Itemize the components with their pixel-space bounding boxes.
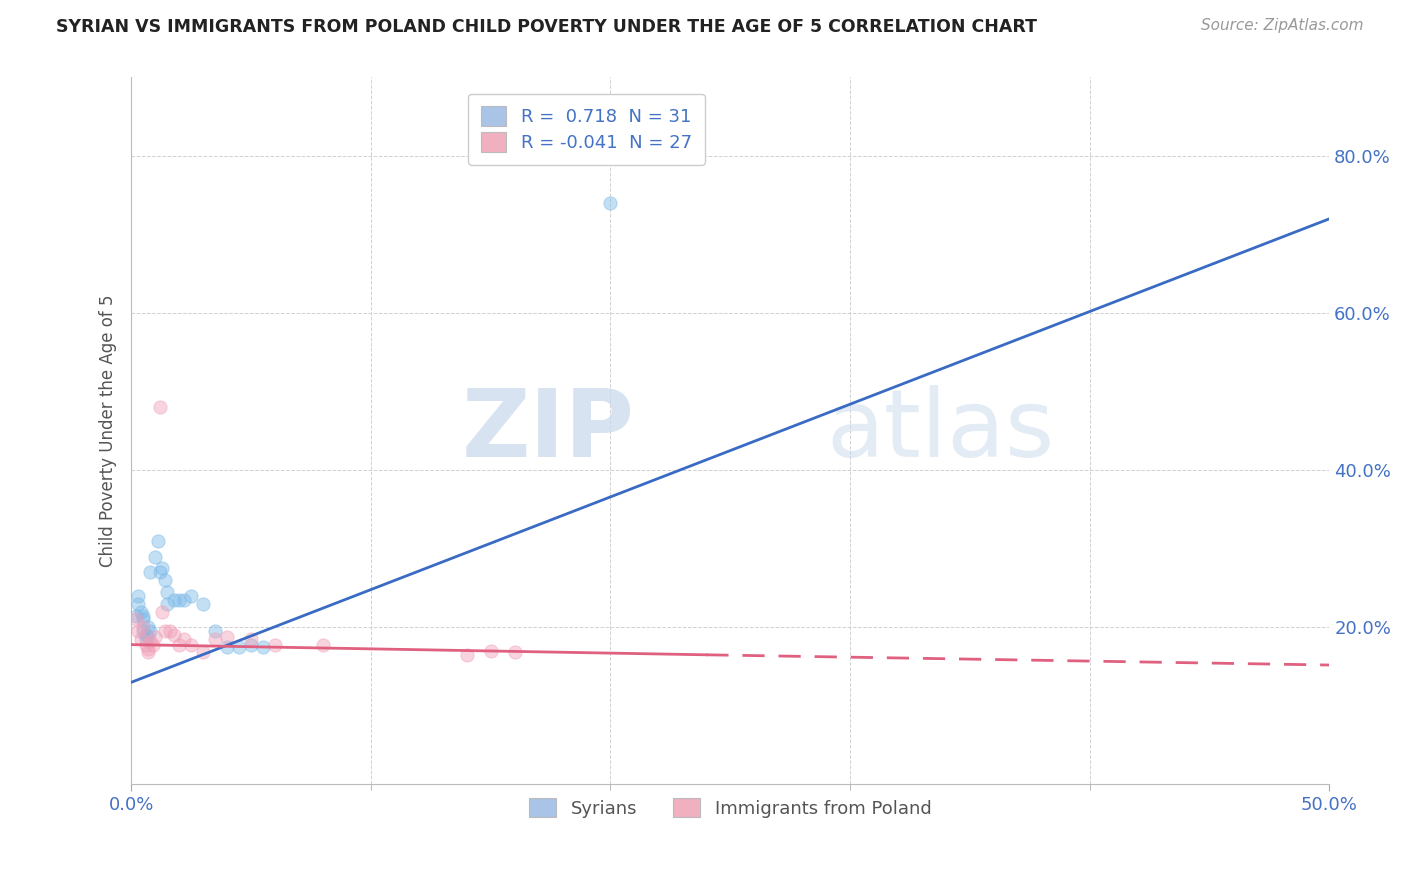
- Point: [163, 628, 186, 642]
- Point: [149, 401, 172, 415]
- Y-axis label: Child Poverty Under the Age of 5: Child Poverty Under the Age of 5: [100, 294, 117, 567]
- Point: [142, 638, 165, 652]
- Point: [240, 638, 263, 652]
- Text: Source: ZipAtlas.com: Source: ZipAtlas.com: [1201, 18, 1364, 33]
- Point: [228, 640, 250, 654]
- Point: [135, 632, 157, 646]
- Text: ZIP: ZIP: [461, 385, 634, 477]
- Point: [129, 632, 152, 646]
- Point: [136, 642, 159, 657]
- Point: [135, 628, 157, 642]
- Point: [180, 638, 202, 652]
- Point: [173, 632, 195, 646]
- Legend: Syrians, Immigrants from Poland: Syrians, Immigrants from Poland: [522, 791, 939, 825]
- Point: [599, 196, 621, 211]
- Point: [132, 624, 155, 639]
- Point: [180, 589, 202, 603]
- Text: SYRIAN VS IMMIGRANTS FROM POLAND CHILD POVERTY UNDER THE AGE OF 5 CORRELATION CH: SYRIAN VS IMMIGRANTS FROM POLAND CHILD P…: [56, 18, 1038, 36]
- Point: [135, 638, 157, 652]
- Point: [217, 630, 239, 644]
- Point: [204, 632, 226, 646]
- Point: [152, 561, 174, 575]
- Point: [156, 597, 179, 611]
- Point: [127, 589, 149, 603]
- Point: [163, 592, 186, 607]
- Point: [127, 597, 149, 611]
- Point: [456, 648, 478, 662]
- Point: [191, 645, 214, 659]
- Point: [217, 640, 239, 654]
- Point: [125, 612, 148, 626]
- Point: [167, 638, 190, 652]
- Point: [136, 645, 159, 659]
- Point: [167, 592, 190, 607]
- Point: [129, 605, 152, 619]
- Point: [153, 573, 176, 587]
- Point: [159, 624, 181, 639]
- Point: [139, 634, 162, 648]
- Point: [139, 624, 162, 639]
- Point: [252, 640, 274, 654]
- Point: [149, 566, 172, 580]
- Point: [240, 632, 263, 646]
- Point: [136, 630, 159, 644]
- Point: [204, 624, 226, 639]
- Point: [173, 592, 195, 607]
- Point: [143, 630, 166, 644]
- Point: [264, 638, 287, 652]
- Point: [132, 620, 155, 634]
- Text: atlas: atlas: [827, 385, 1054, 477]
- Point: [136, 620, 159, 634]
- Point: [479, 644, 502, 658]
- Point: [127, 624, 149, 639]
- Point: [132, 608, 155, 623]
- Point: [156, 585, 179, 599]
- Point: [146, 533, 169, 548]
- Point: [132, 612, 155, 626]
- Point: [503, 645, 526, 659]
- Point: [153, 624, 176, 639]
- Point: [125, 608, 148, 623]
- Point: [152, 605, 174, 619]
- Point: [143, 549, 166, 564]
- Point: [191, 597, 214, 611]
- Point: [312, 638, 335, 652]
- Point: [139, 566, 162, 580]
